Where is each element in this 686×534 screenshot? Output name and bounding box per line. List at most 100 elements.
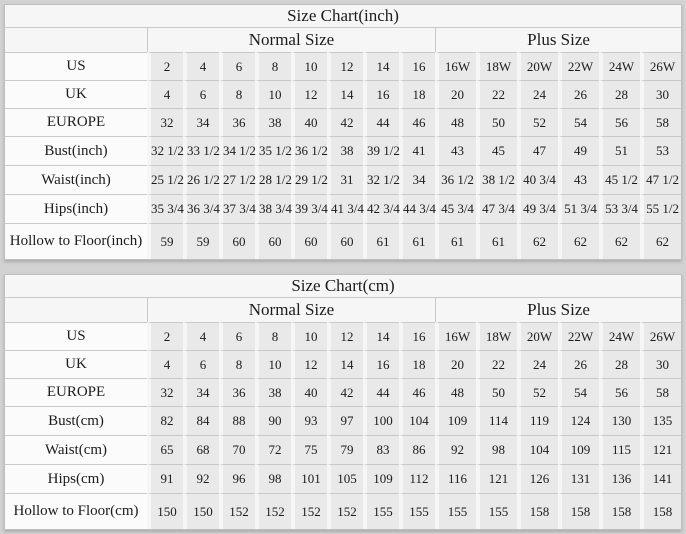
size-cell: 115 [599,435,640,464]
row-label: EUROPE [5,378,147,406]
size-cell: 158 [517,493,558,529]
table-row: UK 4 6 8 10 12 14 16 18 20 22 24 26 28 30 [5,80,682,108]
size-cell: 65 [147,435,183,464]
table-row: Bust(cm) 82 84 88 90 93 97 100 104 109 114 119 124 13… [5,406,682,435]
size-cell: 38 [327,136,363,165]
row-label: Bust(inch) [5,136,147,165]
row-label: Hips(cm) [5,464,147,493]
size-cell: 56 [599,108,640,136]
size-cell: 20 [435,350,476,378]
size-cell: 155 [363,493,399,529]
size-cell: 25 1/2 [147,165,184,194]
size-cell: 131 [558,464,599,493]
size-cell: 96 [219,464,255,493]
size-cell: 91 [147,464,183,493]
table-row: Hips(cm) 91 92 96 98 101 105 109 112 116 121 126 131… [5,464,682,493]
size-cell: 36 1/2 [291,136,328,165]
row-label: US [5,322,147,350]
size-chart-inch-table: Size Chart(inch) Normal Size Plus Size U… [4,4,683,260]
size-cell: 75 [291,435,327,464]
size-cell: 24 [517,350,558,378]
size-cell: 47 [517,136,558,165]
size-cell: 61 [363,223,399,259]
size-cell: 92 [183,464,219,493]
size-cell: 32 1/2 [147,136,184,165]
size-cell: 38 [255,108,291,136]
size-cell: 28 [599,350,640,378]
size-cell: 8 [219,80,255,108]
size-cell: 33 1/2 [183,136,220,165]
size-cell: 16 [363,80,399,108]
size-cell: 32 1/2 [363,165,400,194]
size-cell: 130 [599,406,640,435]
size-cell: 141 [640,464,682,493]
size-cell: 79 [327,435,363,464]
size-cell: 12 [327,52,363,80]
size-cell: 124 [558,406,599,435]
size-cell: 10 [255,80,291,108]
size-cell: 6 [183,350,219,378]
size-cell: 16W [435,322,476,350]
size-cell: 51 [599,136,640,165]
size-cell: 86 [399,435,435,464]
size-cell: 61 [399,223,435,259]
table-row: Hollow to Floor(cm) 150 150 152 152 152 152 155… [5,493,682,529]
size-cell: 30 [640,80,682,108]
size-cell: 43 [435,136,476,165]
size-cell: 48 [435,108,476,136]
size-cell: 16W [435,52,476,80]
size-cell: 60 [255,223,291,259]
size-cell: 4 [183,322,219,350]
size-cell: 28 [599,80,640,108]
size-cell: 44 [363,108,399,136]
size-cell: 4 [183,52,219,80]
size-cell: 8 [219,350,255,378]
size-cell: 38 1/2 [476,165,517,194]
size-cell: 62 [640,223,682,259]
size-cell: 104 [517,435,558,464]
size-cell: 60 [219,223,255,259]
size-cell: 6 [219,322,255,350]
size-cell: 41 [399,136,435,165]
size-cell: 136 [599,464,640,493]
size-cell: 31 [327,165,363,194]
size-cell: 88 [219,406,255,435]
size-cell: 150 [183,493,219,529]
table-row: Bust(inch) 32 1/2 33 1/2 34 1/2 35 1/2 36 1/2… [5,136,682,165]
size-cell: 10 [291,52,327,80]
size-cell: 14 [327,350,363,378]
size-cell: 46 [399,378,435,406]
size-cell: 45 3/4 [435,194,476,223]
size-cell: 62 [599,223,640,259]
group-header-row: Normal Size Plus Size [5,27,682,52]
row-label: US [5,52,147,80]
normal-size-header: Normal Size [147,297,435,322]
size-cell: 38 3/4 [255,194,292,223]
size-cell: 62 [558,223,599,259]
size-cell: 22W [558,322,599,350]
size-cell: 42 [327,108,363,136]
size-cell: 29 1/2 [291,165,328,194]
size-cell: 10 [255,350,291,378]
size-cell: 61 [476,223,517,259]
row-label: EUROPE [5,108,147,136]
size-cell: 38 [255,378,291,406]
row-label: UK [5,350,147,378]
size-cell: 14 [363,322,399,350]
size-cell: 12 [291,80,327,108]
title-row: Size Chart(inch) [5,5,682,27]
size-cell: 42 3/4 [363,194,400,223]
size-cell: 24W [599,52,640,80]
size-cell: 158 [640,493,682,529]
size-cell: 16 [399,52,435,80]
size-cell: 2 [147,52,183,80]
size-cell: 8 [255,322,291,350]
size-cell: 158 [599,493,640,529]
size-cell: 70 [219,435,255,464]
size-cell: 18 [399,350,435,378]
size-cell: 2 [147,322,183,350]
size-cell: 28 1/2 [255,165,292,194]
size-cell: 40 [291,108,327,136]
normal-size-header: Normal Size [147,27,435,52]
row-label: Waist(cm) [5,435,147,464]
